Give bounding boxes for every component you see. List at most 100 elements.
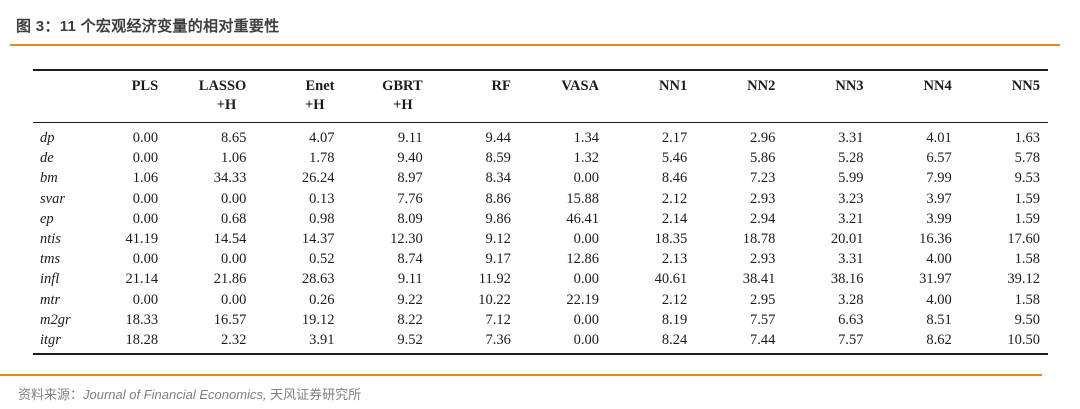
table-cell: 18.28 xyxy=(125,332,159,349)
table-row-tms: tms 0.00 0.00 0.52 8.74 9.17 12.86 2.13 2.93 3.31… xyxy=(33,249,1048,269)
table-row-dp: dp 0.00 8.65 4.07 9.11 9.44 1.34 2.17 2.96 3.31 4.… xyxy=(33,123,1048,149)
table-cell: 9.17 xyxy=(485,251,511,268)
table-cell: 0.00 xyxy=(132,291,159,308)
table-cell: 0.00 xyxy=(220,291,247,308)
table-cell: 26.24 xyxy=(301,170,335,187)
table-cell: 8.59 xyxy=(485,150,511,167)
table-cell: 39.12 xyxy=(1007,271,1040,288)
table-cell: 0.00 xyxy=(132,190,159,207)
table-row-ntis: ntis 41.19 14.54 14.37 12.30 9.12 0.00 18.35 18.… xyxy=(33,229,1048,249)
table-cell: 8.22 xyxy=(397,311,423,328)
table-cell: 0.00 xyxy=(220,190,247,207)
table-cell: 0.68 xyxy=(220,210,247,227)
column-label: NN2 xyxy=(747,78,776,94)
table-header-row: PLS LASSO +H Enet +H GBRT +H RF VASA NN1 NN2 NN3 NN4… xyxy=(33,70,1048,123)
table-cell: 5.86 xyxy=(750,150,776,167)
table-cell: 7.12 xyxy=(485,311,511,328)
source-note: 资料来源：Journal of Financial Economics, 天风证… xyxy=(18,384,361,403)
source-prefix: 资料来源： xyxy=(18,387,84,402)
table-cell: 14.54 xyxy=(213,231,247,248)
table-cell: 17.60 xyxy=(1007,231,1040,248)
table-cell: 14.37 xyxy=(301,231,335,248)
column-label: VASA xyxy=(561,78,600,94)
table-cell: 7.23 xyxy=(750,170,776,187)
column-sublabel xyxy=(695,96,775,114)
table-cell: 6.57 xyxy=(926,150,952,167)
table-cell: 9.44 xyxy=(485,130,511,146)
table-cell: 0.00 xyxy=(573,332,600,349)
table-cell: 10.50 xyxy=(1007,332,1040,349)
table-cell: 1.06 xyxy=(220,150,247,167)
column-label: NN5 xyxy=(1011,78,1040,94)
figure-title: 图 3：11 个宏观经济变量的相对重要性 xyxy=(16,18,280,35)
column-sublabel xyxy=(607,96,687,114)
column-sublabel xyxy=(872,96,952,114)
table-cell: 6.63 xyxy=(838,311,864,328)
table-cell: 9.11 xyxy=(397,130,423,146)
table-cell: 0.00 xyxy=(132,251,159,268)
table-cell: 21.86 xyxy=(213,271,247,288)
table-row-mtr: mtr 0.00 0.00 0.26 9.22 10.22 22.19 2.12 2.95 3.2… xyxy=(33,290,1048,310)
table-cell: 9.12 xyxy=(485,231,511,248)
table-cell: 8.09 xyxy=(397,210,423,227)
table-cell: 0.00 xyxy=(573,311,600,328)
table-cell: 21.14 xyxy=(125,271,159,288)
column-header-nn1: NN1 xyxy=(607,70,695,123)
table-cell: 19.12 xyxy=(301,311,335,328)
table-row-svar: svar 0.00 0.00 0.13 7.76 8.86 15.88 2.12 2.93 3.2… xyxy=(33,189,1048,209)
column-label: Enet xyxy=(305,78,335,94)
table-cell: 0.00 xyxy=(132,210,159,227)
row-label: infl xyxy=(40,271,60,288)
table-cell: 5.78 xyxy=(1014,150,1040,167)
column-label: NN4 xyxy=(923,78,952,94)
table-cell: 7.44 xyxy=(750,332,776,349)
table-cell: 1.06 xyxy=(132,170,159,187)
table-cell: 0.00 xyxy=(220,251,247,268)
table-cell: 3.99 xyxy=(926,210,952,227)
column-label: NN3 xyxy=(835,78,864,94)
column-header-nn2: NN2 xyxy=(695,70,783,123)
column-sublabel: +H xyxy=(304,97,325,113)
table-cell: 15.88 xyxy=(566,190,600,207)
table-cell: 0.00 xyxy=(132,130,159,146)
column-label: PLS xyxy=(131,78,159,94)
table-cell: 7.76 xyxy=(397,190,423,207)
table-cell: 4.07 xyxy=(309,130,335,146)
column-header-vasa: VASA xyxy=(519,70,607,123)
table-cell: 20.01 xyxy=(830,231,864,248)
table-cell: 2.95 xyxy=(750,291,776,308)
table-cell: 18.78 xyxy=(742,231,776,248)
table-cell: 38.41 xyxy=(742,271,776,288)
column-label: LASSO xyxy=(198,78,247,94)
column-sublabel xyxy=(519,96,599,114)
table-cell: 8.97 xyxy=(397,170,423,187)
table-cell: 46.41 xyxy=(566,210,600,227)
column-header-lasso: LASSO +H xyxy=(166,70,254,123)
table-cell: 1.59 xyxy=(1014,210,1040,227)
column-sublabel: +H xyxy=(393,97,413,113)
column-sublabel xyxy=(78,96,158,114)
table-row-bm: bm 1.06 34.33 26.24 8.97 8.34 0.00 8.46 7.23 5.99… xyxy=(33,168,1048,188)
table-cell: 8.51 xyxy=(926,311,952,328)
column-sublabel xyxy=(960,96,1040,114)
table-row-ep: ep 0.00 0.68 0.98 8.09 9.86 46.41 2.14 2.94 3.21 3… xyxy=(33,209,1048,229)
table-cell: 16.57 xyxy=(213,311,247,328)
table-cell: 2.12 xyxy=(661,291,688,308)
table-cell: 7.99 xyxy=(926,170,952,187)
table-cell: 2.14 xyxy=(661,210,688,227)
table-cell: 1.58 xyxy=(1014,291,1040,308)
table-cell: 2.93 xyxy=(750,251,776,268)
table-cell: 8.34 xyxy=(485,170,511,187)
table-cell: 0.00 xyxy=(573,170,600,187)
table-cell: 2.96 xyxy=(750,130,776,146)
table-cell: 34.33 xyxy=(213,170,247,187)
table-cell: 16.36 xyxy=(919,231,952,248)
table-cell: 12.30 xyxy=(390,231,423,248)
table-cell: 8.86 xyxy=(485,190,511,207)
table-cell: 18.35 xyxy=(654,231,688,248)
table-cell: 0.98 xyxy=(309,210,335,227)
table-cell: 3.31 xyxy=(838,130,864,146)
row-label: itgr xyxy=(40,332,61,349)
table-cell: 0.00 xyxy=(132,150,159,167)
column-header-nn3: NN3 xyxy=(783,70,871,123)
